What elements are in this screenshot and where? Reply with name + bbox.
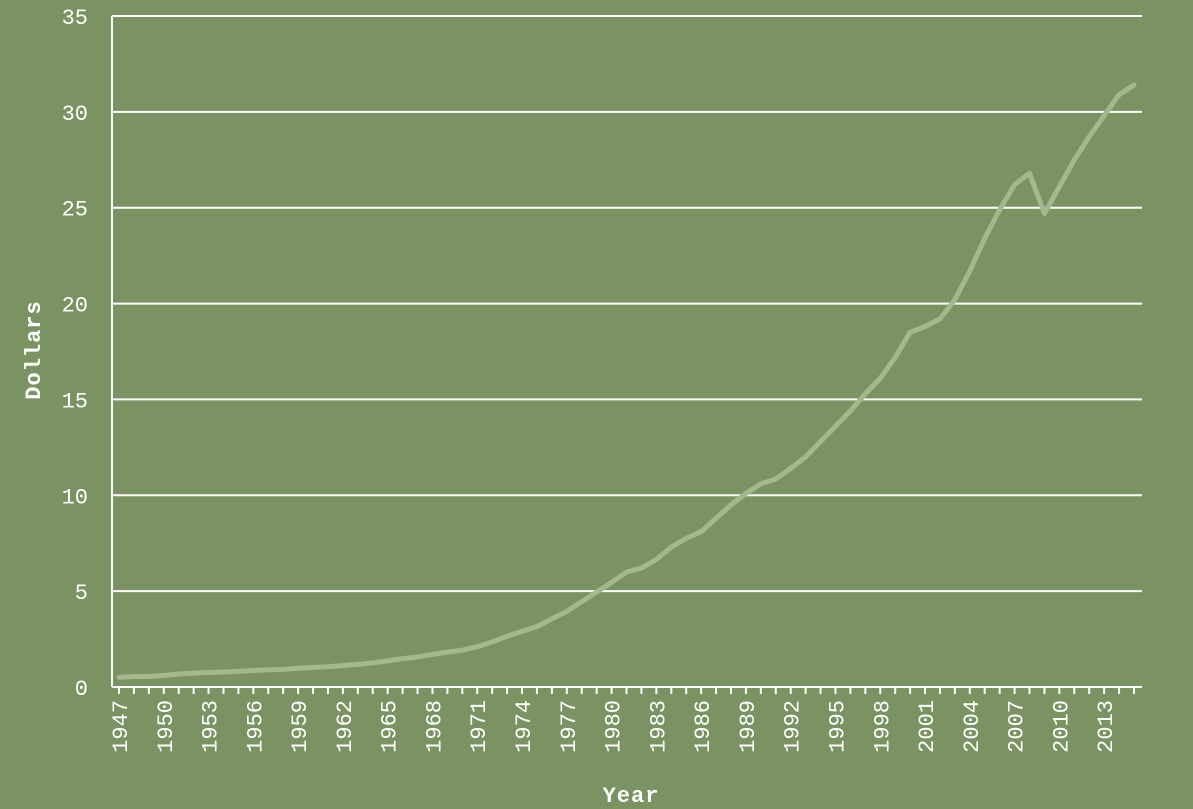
- y-tick-label: 25: [62, 198, 88, 223]
- x-tick-label: 2013: [1094, 700, 1119, 753]
- x-tick-label: 1977: [557, 700, 582, 753]
- x-tick-label: 1971: [467, 700, 492, 753]
- y-tick-labels: 0 5 10 15 20 25 30 35: [62, 6, 88, 702]
- series: [116, 82, 1137, 680]
- y-tick-label: 10: [62, 485, 88, 510]
- gridlines: [112, 15, 1142, 593]
- x-tick-label: 2001: [915, 700, 940, 753]
- y-axis-title: Dollars: [22, 300, 47, 399]
- x-tick-label: 1974: [512, 700, 537, 753]
- x-tick-label: 1953: [199, 700, 224, 753]
- y-tick-label: 15: [62, 389, 88, 414]
- y-tick-label: 0: [75, 677, 88, 702]
- y-tick-label: 35: [62, 6, 88, 31]
- x-tick-label: 1986: [691, 700, 716, 753]
- x-tick-label: 1959: [288, 700, 313, 753]
- x-tick-label: 2004: [960, 700, 985, 753]
- series-line: [116, 82, 1137, 680]
- x-tick-label: 1968: [422, 700, 447, 753]
- x-tick-label: 1965: [378, 700, 403, 753]
- x-tick-label: 1995: [825, 700, 850, 753]
- x-tick-label: 1992: [781, 700, 806, 753]
- axes: [111, 16, 1142, 694]
- x-tick-label: 1989: [736, 700, 761, 753]
- x-tick-label: 1983: [646, 700, 671, 753]
- y-tick-label: 20: [62, 294, 88, 319]
- x-tick-label: 1998: [870, 700, 895, 753]
- x-tick-label: 1956: [243, 700, 268, 753]
- x-tick-labels: 1947 1950 1953 1956 1959 1962 1965 1968 1971 1974…: [109, 700, 1119, 753]
- x-tick-label: 1980: [602, 700, 627, 753]
- y-tick-label: 30: [62, 102, 88, 127]
- x-tick-label: 1962: [333, 700, 358, 753]
- x-tick-label: 1950: [154, 700, 179, 753]
- y-tick-label: 5: [75, 581, 88, 606]
- x-tick-label: 2010: [1049, 700, 1074, 753]
- x-axis-title: Year: [603, 784, 660, 809]
- x-tick-label: 2007: [1005, 700, 1030, 753]
- x-tick-label: 1947: [109, 700, 134, 753]
